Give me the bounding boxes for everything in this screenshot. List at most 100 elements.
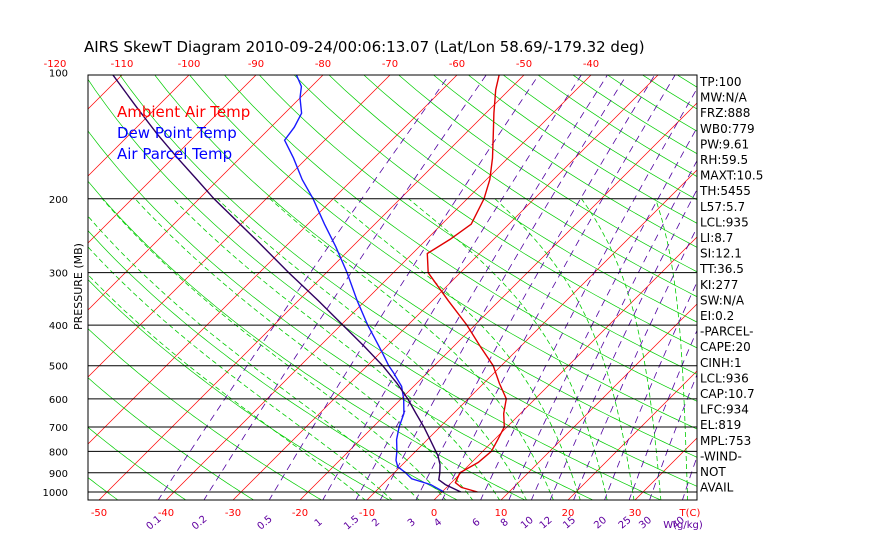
pressure-tick-label: 1000 — [43, 488, 68, 499]
isotherm-line — [88, 75, 123, 110]
pressure-tick-label: 700 — [49, 423, 68, 434]
moist-adiabat-line — [408, 198, 608, 500]
isobar-lines — [88, 198, 697, 493]
dry-adiabat-line — [88, 180, 526, 500]
pressure-tick-label: 100 — [49, 69, 68, 80]
legend-air-parcel-temp: Air Parcel Temp — [117, 145, 232, 163]
stability-index-entry: MAXT:10.5 — [700, 169, 763, 183]
stability-index-entry: LCL:936 — [700, 371, 749, 385]
bottom-temperature-tick-label: 10 — [495, 508, 508, 519]
mixing-ratio-line — [355, 75, 608, 500]
stability-index-entry: PW:9.61 — [700, 137, 749, 151]
stability-index-entry: AVAIL — [700, 481, 734, 495]
stability-index-entry: RH:59.5 — [700, 153, 748, 167]
dry-adiabat-line — [189, 75, 697, 430]
top-temperature-tick-label: -70 — [382, 59, 398, 70]
mixing-ratio-label: 20 — [592, 515, 609, 532]
mixing-ratio-line — [322, 75, 582, 500]
series-line-1 — [283, 75, 445, 493]
bottom-temperature-tick-label: -30 — [225, 508, 241, 519]
stability-index-entry: CAP:10.7 — [700, 387, 755, 401]
series-line-0 — [426, 75, 508, 493]
mixing-ratio-label: 10 — [519, 515, 536, 532]
mixing-ratio-label: 3 — [406, 517, 418, 530]
mixing-ratio-line — [573, 226, 697, 500]
moist-adiabat-line — [217, 198, 527, 500]
legend-dew-point-temp: Dew Point Temp — [117, 124, 237, 142]
dry-adiabat-line — [88, 377, 255, 500]
isotherm-line — [232, 75, 659, 500]
bottom-temperature-tick-label: -50 — [91, 508, 107, 519]
dry-adiabat-line — [398, 75, 697, 273]
stability-index-entry: MW:N/A — [700, 91, 748, 105]
moist-adiabat-line — [134, 198, 474, 500]
bottom-temperature-tick-label: -20 — [292, 508, 308, 519]
top-temperature-tick-label: -40 — [583, 59, 599, 70]
stability-index-entry: WB0:779 — [700, 122, 755, 136]
dry-adiabat-line — [88, 426, 187, 500]
thermodynamic-grid — [88, 73, 870, 501]
dry-adiabat-line — [328, 75, 697, 323]
moist-adiabat-line — [172, 198, 501, 500]
stability-index-entry: L57:5.7 — [700, 200, 745, 214]
dry-adiabat-line — [223, 75, 697, 402]
mixing-ratio-line — [441, 75, 676, 500]
bottom-temperature-tick-label: -10 — [359, 508, 375, 519]
dry-adiabat-line — [154, 75, 697, 458]
top-temperature-tick-label: -110 — [111, 59, 134, 70]
moist-adiabat-line — [88, 274, 366, 500]
isotherm-line — [567, 370, 697, 500]
legend-ambient-air-temp: Ambient Air Temp — [117, 103, 250, 121]
top-temperature-tick-label: -90 — [248, 59, 264, 70]
isotherm-line — [768, 73, 870, 501]
plot-frame — [87, 74, 698, 501]
dry-adiabat-line — [88, 130, 594, 500]
mixing-ratio-label: 4 — [432, 517, 444, 530]
dry-adiabat-line — [88, 477, 119, 500]
moist-adiabat-line — [88, 215, 420, 500]
stability-index-entry: EL:819 — [700, 418, 741, 432]
dry-adiabat-line — [119, 75, 697, 487]
mixing-ratio-label: 6 — [471, 517, 483, 530]
moist-adiabat-line — [101, 198, 447, 500]
pressure-tick-label: 300 — [49, 269, 68, 280]
moist-adiabat-line — [88, 246, 393, 500]
dry-adiabat-line — [641, 75, 697, 110]
isotherm-line — [165, 75, 592, 500]
pressure-tick-label: 400 — [49, 321, 68, 332]
mixing-ratio-label: 2 — [370, 517, 382, 530]
isotherm-line — [299, 102, 697, 500]
top-temperature-tick-label: -50 — [516, 59, 532, 70]
stability-index-entry: EI:0.2 — [700, 309, 734, 323]
top-temperature-tick-label: -120 — [44, 59, 67, 70]
stability-index-entry: TP:100 — [699, 75, 742, 89]
top-temperature-tick-label: -80 — [315, 59, 331, 70]
dry-adiabat-line — [432, 75, 697, 248]
pressure-tick-label: 500 — [49, 362, 68, 373]
mixing-ratio-line — [549, 188, 697, 500]
mixing-ratio-line — [508, 127, 697, 500]
mixing-ratio-unit-label: W(g/kg) — [663, 520, 703, 531]
stability-index-entry: KI:277 — [700, 278, 738, 292]
stability-index-entry: FRZ:888 — [700, 106, 750, 120]
bottom-temperature-tick-label: 20 — [562, 508, 575, 519]
bottom-temperature-tick-label: 0 — [431, 508, 437, 519]
isotherm-line — [88, 75, 391, 378]
stability-index-entry: TH:5455 — [699, 184, 751, 198]
pressure-tick-label: 800 — [49, 447, 68, 458]
isotherm-line — [88, 75, 257, 244]
mixing-ratio-label: 8 — [499, 517, 511, 530]
chart-title: AIRS SkewT Diagram 2010-09-24/00:06:13.0… — [84, 38, 645, 56]
stability-index-entry: -WIND- — [700, 449, 742, 463]
stability-index-entry: NOT — [700, 465, 726, 479]
moist-adiabat-line — [494, 198, 635, 500]
pressure-tick-label: 200 — [49, 195, 68, 206]
top-temperature-tick-label: -100 — [178, 59, 201, 70]
moist-adiabat-line — [655, 198, 689, 500]
bottom-temperature-tick-label: -40 — [158, 508, 174, 519]
mixing-ratio-line — [480, 87, 697, 500]
stability-index-entry: CINH:1 — [700, 356, 742, 370]
dry-adiabat-line — [258, 75, 697, 375]
temperature-unit-label: T(C) — [679, 508, 701, 519]
pressure-tick-label: 600 — [49, 395, 68, 406]
